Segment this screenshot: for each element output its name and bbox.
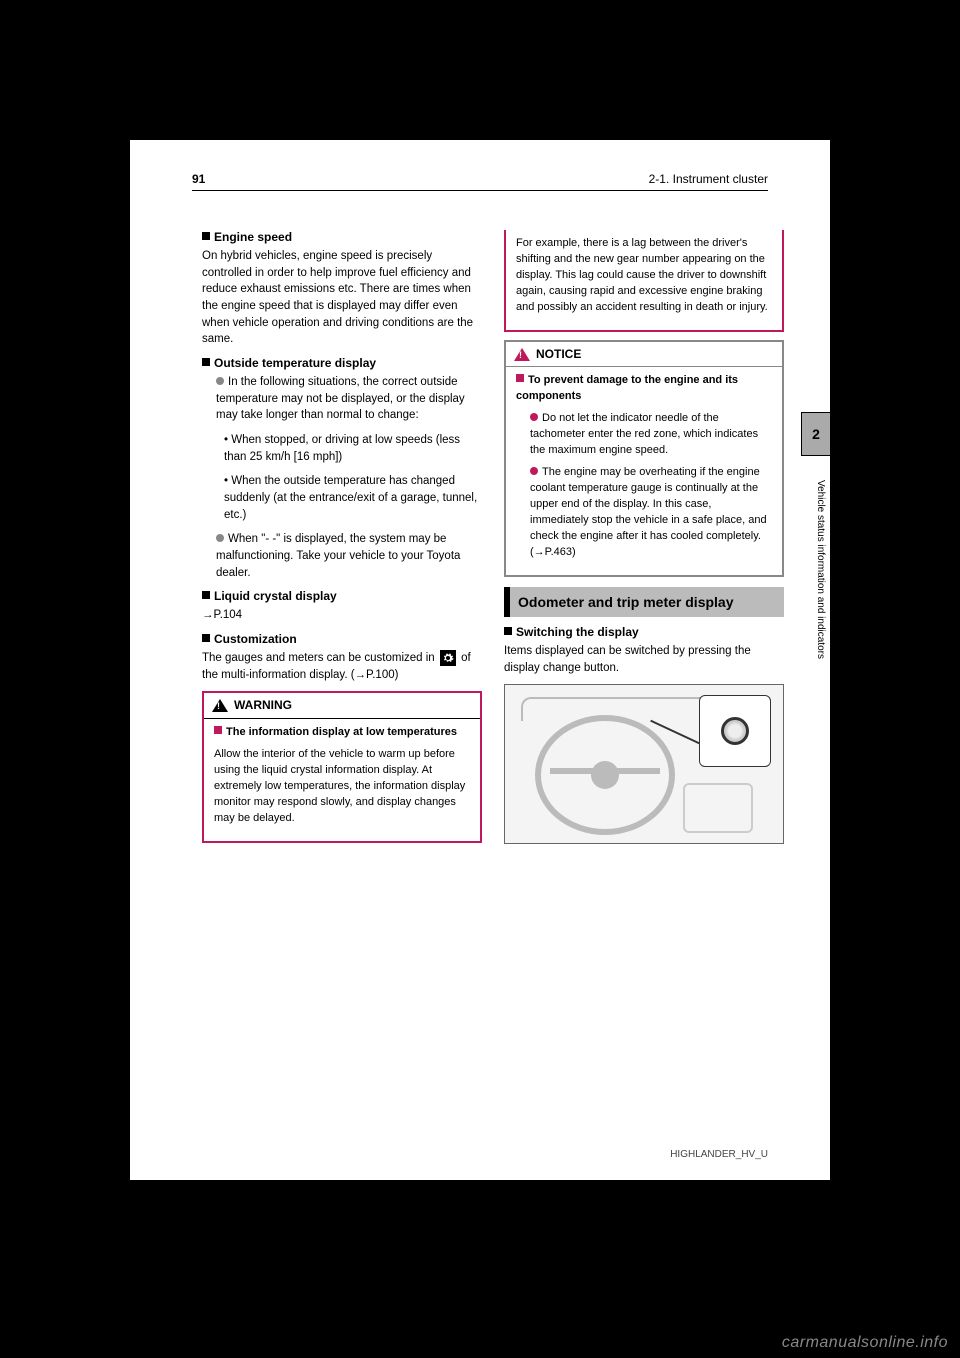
heading-lcd: Liquid crystal display: [202, 589, 482, 603]
sub-bullet-1b: • When the outside temperature has chang…: [202, 473, 482, 523]
page-header: 91 2-1. Instrument cluster: [192, 172, 768, 191]
square-bullet-icon: [202, 358, 210, 366]
heading-customization: Customization: [202, 632, 482, 646]
notice-bullet-2: The engine may be overheating if the eng…: [516, 465, 772, 561]
gear-icon: [440, 650, 456, 666]
callout-box: [699, 695, 771, 767]
square-bullet-icon: [504, 627, 512, 635]
heading-engine-speed: Engine speed: [202, 230, 482, 244]
manual-page: 91 2-1. Instrument cluster 2 Vehicle sta…: [130, 140, 830, 1180]
illustration-dashboard: [504, 684, 784, 844]
warning-1-text: Allow the interior of the vehicle to war…: [214, 747, 470, 827]
sub-bullet-1a: • When stopped, or driving at low speeds…: [202, 432, 482, 465]
chapter-tab-number: 2: [812, 426, 820, 442]
warning-title: WARNING: [234, 697, 292, 714]
warning-box-continuation: For example, there is a lag between the …: [504, 230, 784, 332]
steering-wheel-icon: [535, 715, 675, 835]
warning-cont-body: For example, there is a lag between the …: [506, 230, 782, 330]
warning-header: WARNING: [204, 693, 480, 719]
dot-bullet-icon: [216, 534, 224, 542]
para-customization: The gauges and meters can be customized …: [202, 650, 482, 683]
notice-heading: To prevent damage to the engine and its …: [516, 373, 772, 405]
watermark: carmanualsonline.info: [782, 1334, 948, 1352]
notice-header: NOTICE: [506, 342, 782, 368]
warning-triangle-icon: [212, 699, 228, 712]
footer-model: HIGHLANDER_HV_U: [670, 1149, 768, 1160]
warning-box-1: WARNING The information display at low t…: [202, 691, 482, 842]
square-bullet-icon: [202, 591, 210, 599]
warning-cont-text: For example, there is a lag between the …: [516, 236, 772, 316]
warning-1-heading: The information display at low temperatu…: [214, 725, 470, 741]
square-bullet-icon: [202, 232, 210, 240]
chapter-tab: 2: [801, 412, 831, 456]
notice-title: NOTICE: [536, 346, 581, 363]
dot-bullet-icon: [530, 467, 538, 475]
section-heading-odometer: Odometer and trip meter display: [504, 587, 784, 617]
notice-box: NOTICE To prevent damage to the engine a…: [504, 340, 784, 577]
header-section: 2-1. Instrument cluster: [649, 172, 768, 186]
bullet-outside-temp-2: When "- -" is displayed, the system may …: [202, 531, 482, 581]
para-switching-display: Items displayed can be switched by press…: [504, 643, 784, 676]
dot-bullet-icon: [216, 377, 224, 385]
heading-outside-temp: Outside temperature display: [202, 356, 482, 370]
bullet-outside-temp-1: In the following situations, the correct…: [202, 374, 482, 424]
warning-body-1: The information display at low temperatu…: [204, 719, 480, 841]
notice-bullet-1: Do not let the indicator needle of the t…: [516, 411, 772, 459]
notice-body: To prevent damage to the engine and its …: [506, 367, 782, 574]
right-column: For example, there is a lag between the …: [504, 230, 784, 844]
dot-bullet-icon: [530, 413, 538, 421]
square-bullet-icon: [202, 634, 210, 642]
para-lcd-ref: →P.104: [202, 607, 482, 624]
chapter-tab-label: Vehicle status information and indicator…: [804, 480, 826, 659]
notice-triangle-icon: [514, 348, 530, 361]
heading-switching-display: Switching the display: [504, 625, 784, 639]
display-change-button-icon: [721, 717, 749, 745]
square-bullet-icon: [516, 374, 524, 382]
center-console: [683, 783, 753, 833]
page-number: 91: [192, 172, 205, 186]
left-column: Engine speed On hybrid vehicles, engine …: [202, 230, 482, 843]
square-bullet-icon: [214, 726, 222, 734]
para-engine-speed: On hybrid vehicles, engine speed is prec…: [202, 248, 482, 348]
